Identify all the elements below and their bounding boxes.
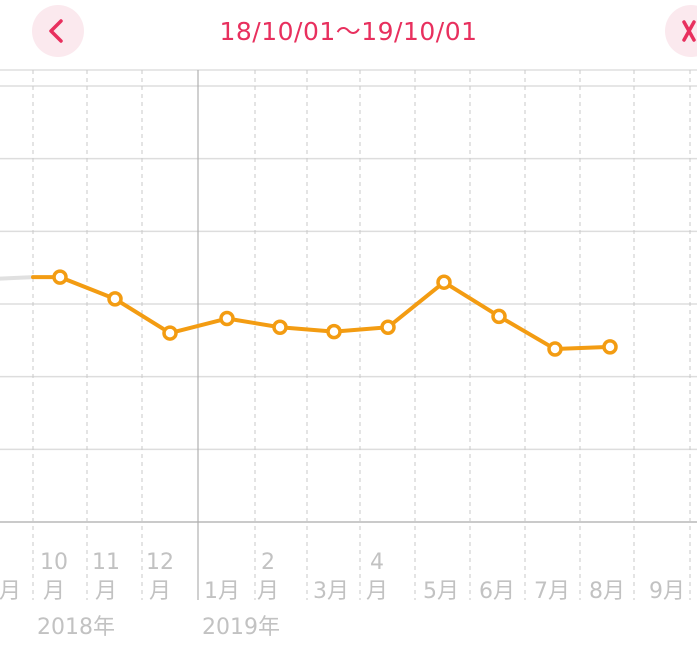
data-point (219, 310, 235, 327)
x-tick-label: 12 (146, 550, 174, 575)
x-tick-label: 月 (43, 579, 65, 604)
data-point (107, 291, 123, 307)
x-tick-label: 月 (257, 579, 279, 604)
data-point (272, 319, 288, 336)
x-tick-label: 1月 (204, 579, 240, 604)
header: 18/10/01〜19/10/01 (0, 0, 697, 62)
data-point (602, 339, 618, 355)
data-point (162, 325, 178, 341)
year-label: 2019年 (202, 615, 280, 640)
x-tick-label: 月 (149, 579, 171, 604)
x-tick-label: 2 (261, 550, 275, 575)
data-point (52, 269, 68, 285)
x-tick-label: 月 (95, 579, 117, 604)
x-tick-label: 9月 (649, 579, 685, 604)
data-point (326, 323, 342, 340)
next-period-button[interactable] (665, 5, 697, 57)
x-tick-label: 8月 (589, 579, 625, 604)
data-point (491, 308, 507, 325)
year-label: 2018年 (37, 615, 115, 640)
line-chart: 月 10 月 11 月 12 月 1月 2 月 3月 4 月 5月 6月 7月 8月 9月 2018年 2019年 (0, 69, 697, 640)
x-tick-label: 5月 (423, 579, 459, 604)
x-tick-label: 7月 (534, 579, 570, 604)
previous-period-line (0, 275, 35, 281)
x-tick-label: 月 (0, 579, 21, 604)
x-tick-label: 11 (92, 550, 120, 575)
data-point (436, 274, 452, 290)
data-point (547, 341, 563, 357)
x-tick-label: 月 (366, 579, 388, 604)
x-tick-label: 6月 (479, 579, 515, 604)
chevron-left-icon (49, 19, 63, 43)
x-tick-label: 4 (370, 550, 384, 575)
data-point (380, 319, 396, 336)
x-tick-label: 3月 (313, 579, 349, 604)
previous-period-button[interactable] (32, 5, 84, 57)
date-range-title: 18/10/01〜19/10/01 (219, 17, 478, 46)
close-icon (682, 20, 696, 42)
x-tick-label: 10 (40, 550, 68, 575)
